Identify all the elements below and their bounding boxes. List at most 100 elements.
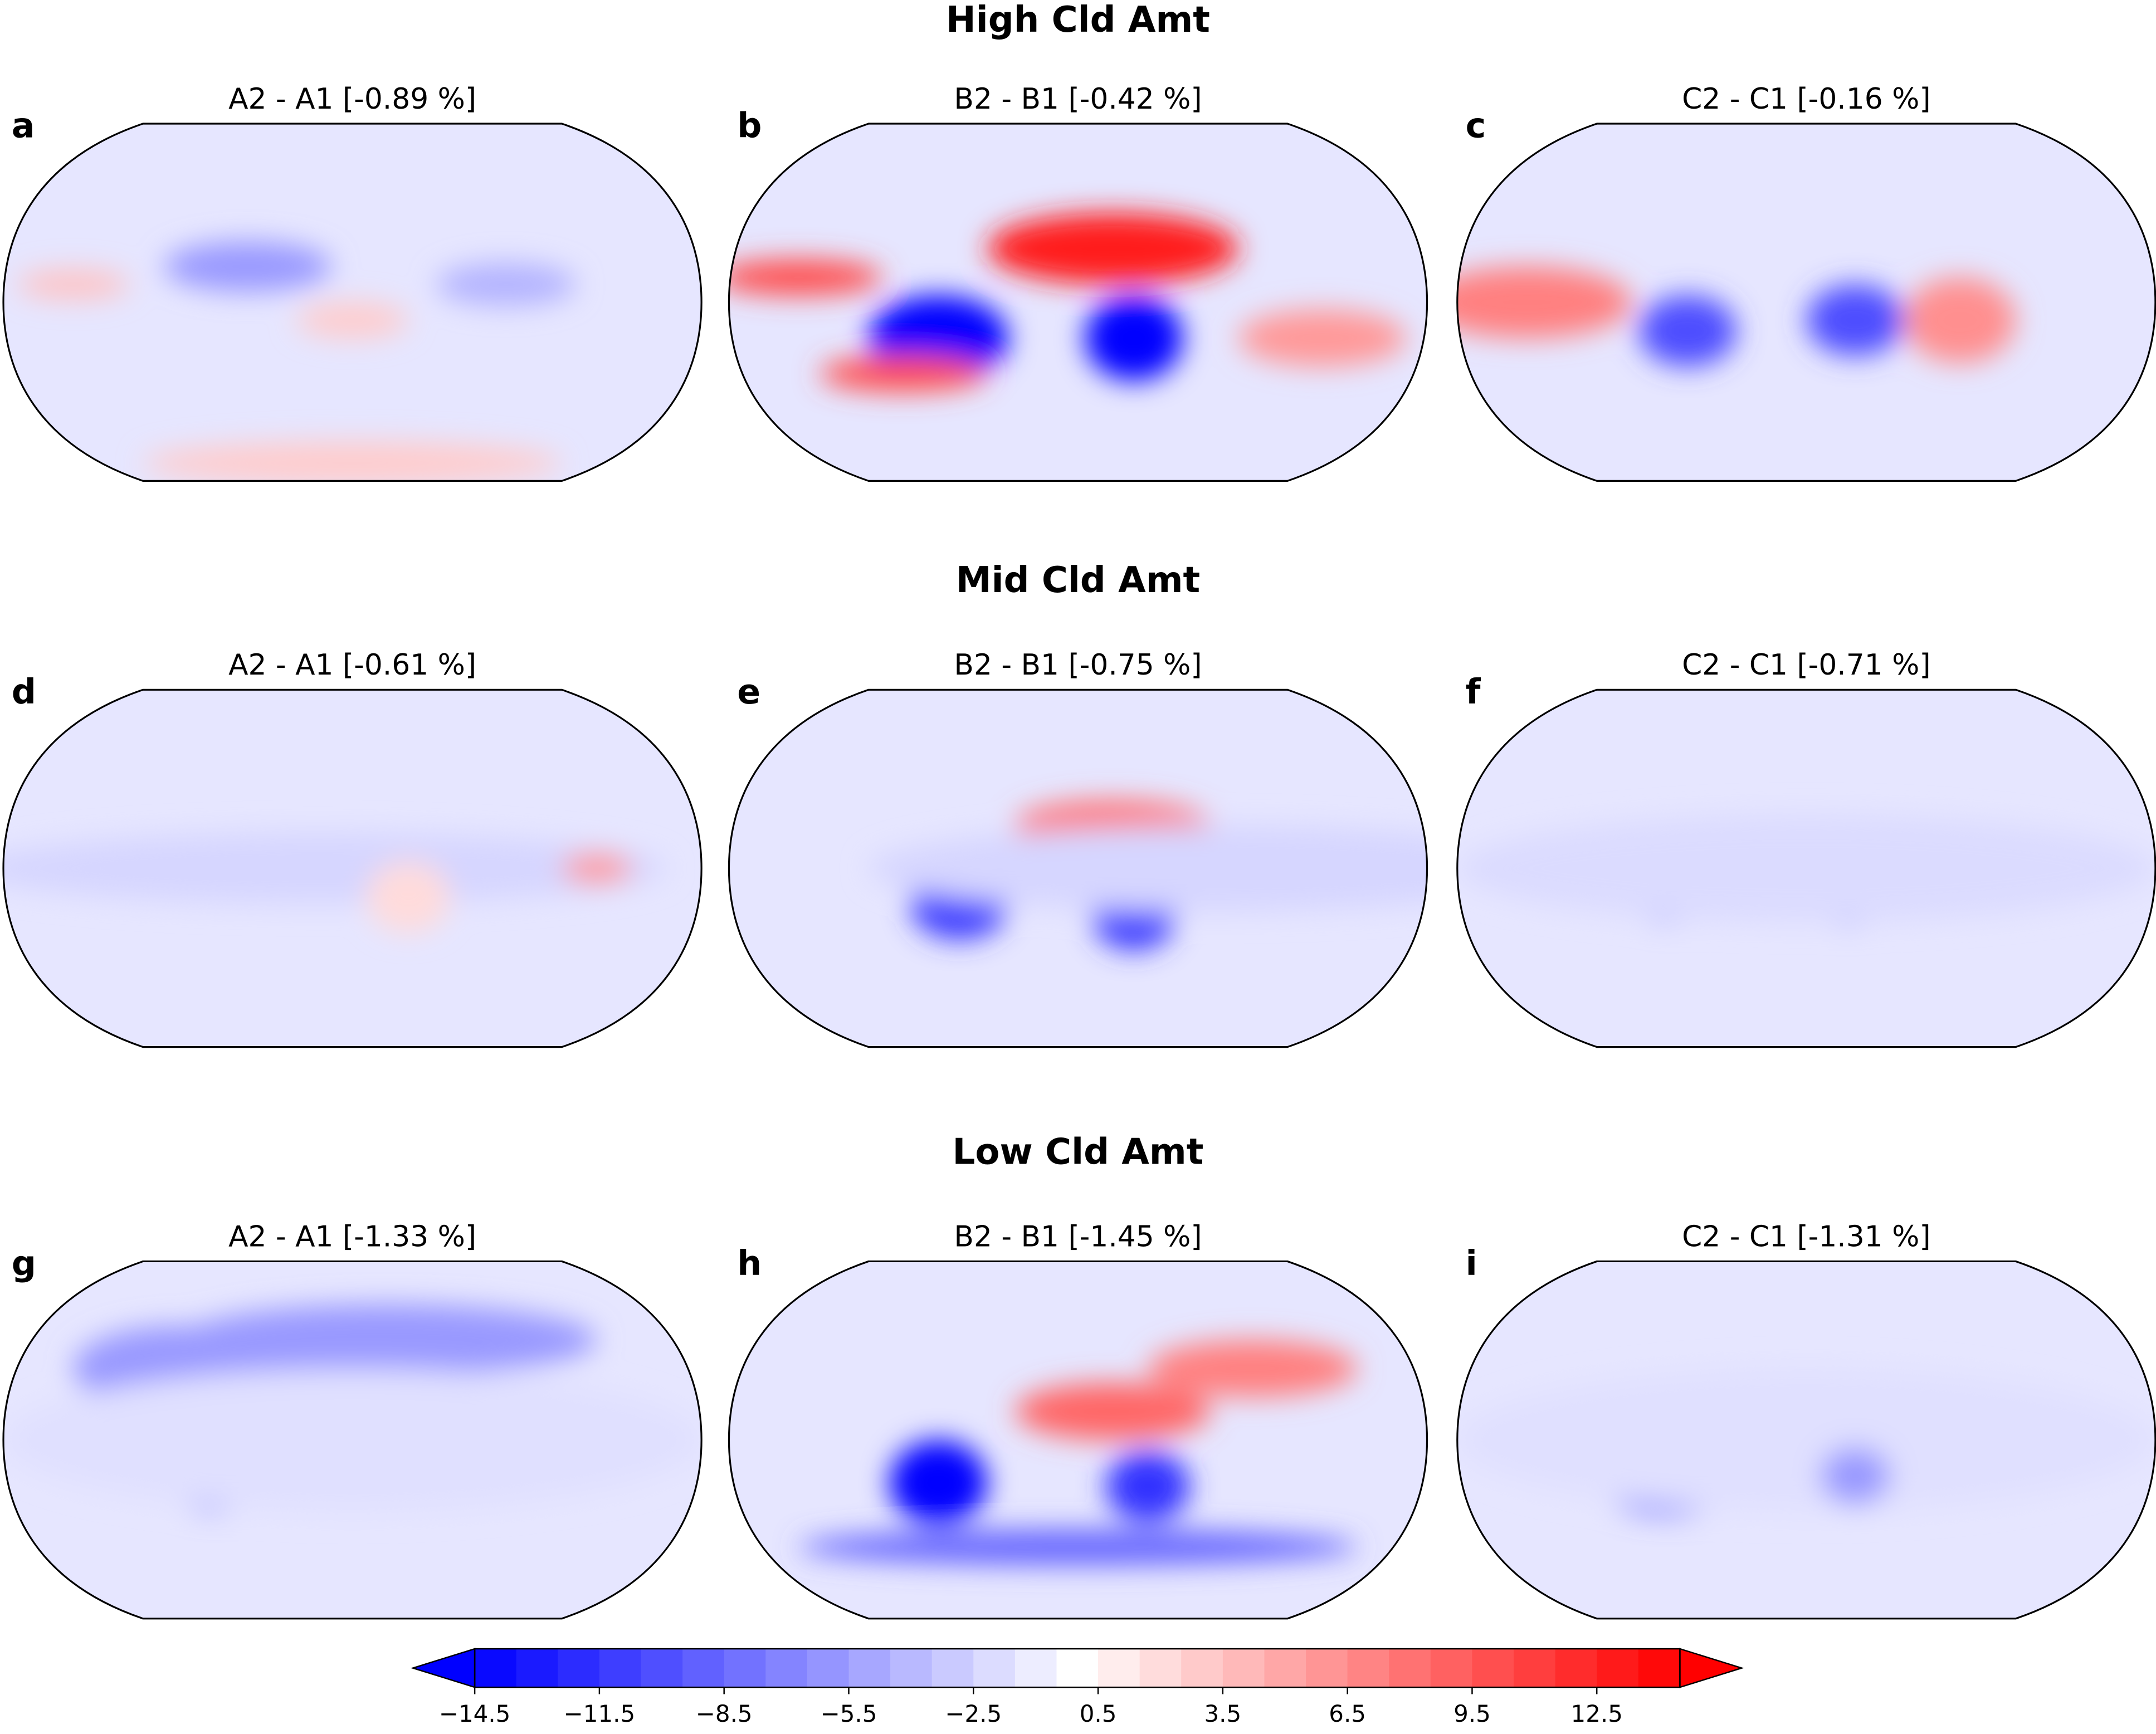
colorbar-frame: [474, 1648, 1681, 1688]
map-field: [729, 124, 1427, 481]
map-anomaly: [1457, 814, 2155, 922]
colorbar-segment: [1430, 1649, 1473, 1688]
colorbar-segment: [1181, 1649, 1224, 1688]
map-outline: [728, 688, 1428, 1048]
panel-title: C2 - C1 [-0.71 %]: [1682, 648, 1930, 682]
colorbar-segment: [516, 1649, 559, 1688]
map-outline: [1456, 688, 2156, 1048]
map-outline: [2, 688, 703, 1048]
colorbar-segment: [1222, 1649, 1265, 1688]
map-anomaly: [562, 854, 632, 883]
map-blobs: [1457, 1368, 2155, 1515]
map-anomaly: [729, 259, 883, 295]
colorbar-segment: [931, 1649, 974, 1688]
map-blobs: [1457, 814, 2155, 926]
colorbar-tick-label: −8.5: [696, 1700, 753, 1727]
panel-title: A2 - A1 [-0.89 %]: [228, 82, 476, 116]
map-anomaly: [1806, 284, 1904, 356]
map-field: [1457, 690, 2155, 1047]
colorbar-segment: [682, 1649, 725, 1688]
map-outline: [2, 1260, 703, 1620]
map-outline: [728, 123, 1428, 482]
map-anomaly: [798, 1529, 1358, 1565]
colorbar-segment: [1056, 1649, 1099, 1688]
map-field: [3, 1261, 702, 1619]
row-title: Low Cld Amt: [953, 1131, 1204, 1173]
map-blobs: [17, 241, 576, 481]
row-title: High Cld Amt: [946, 0, 1210, 41]
colorbar-segment: [1139, 1649, 1182, 1688]
panel-label: b: [737, 106, 762, 146]
panel-label: a: [12, 106, 35, 146]
panel-title: A2 - A1 [-1.33 %]: [228, 1220, 476, 1253]
map-anomaly: [1148, 1340, 1358, 1398]
map-anomaly: [869, 826, 1427, 911]
panel-label: i: [1466, 1243, 1477, 1283]
panel-label: f: [1466, 672, 1481, 712]
colorbar-segment: [641, 1649, 684, 1688]
map-anomaly: [1820, 1447, 1890, 1505]
map-anomaly: [164, 241, 331, 292]
map-anomaly: [17, 270, 129, 299]
colorbar-tick-label: 3.5: [1204, 1700, 1242, 1727]
colorbar-extend-low: [410, 1648, 476, 1688]
map-anomaly: [1904, 277, 2016, 363]
colorbar-segment: [1514, 1649, 1556, 1688]
colorbar-tick-label: −5.5: [821, 1700, 877, 1727]
map-field: [1457, 1261, 2155, 1619]
panel-label: e: [737, 672, 760, 712]
colorbar-tick-label: 12.5: [1571, 1700, 1623, 1727]
colorbar-segment: [724, 1649, 767, 1688]
map-anomaly: [987, 213, 1239, 285]
colorbar-segment: [1597, 1649, 1640, 1688]
panel-title: B2 - B1 [-0.42 %]: [954, 82, 1202, 116]
map-field: [729, 1261, 1427, 1619]
map-anomaly: [296, 302, 408, 338]
colorbar-segment: [1555, 1649, 1598, 1688]
colorbar-segment: [890, 1649, 933, 1688]
colorbar-tick-label: −11.5: [564, 1700, 635, 1727]
map-anomaly: [889, 1440, 988, 1526]
map-blobs: [729, 213, 1406, 392]
colorbar-segment: [1347, 1649, 1390, 1688]
colorbar-segment: [973, 1649, 1016, 1688]
map-anomaly: [3, 832, 667, 905]
colorbar-segment: [765, 1649, 808, 1688]
map-anomaly: [1457, 1368, 2155, 1512]
colorbar-segment: [599, 1649, 642, 1688]
map-blobs: [3, 832, 667, 933]
map-field: [3, 124, 702, 481]
map-anomaly: [1638, 295, 1737, 367]
colorbar-segment: [1306, 1649, 1348, 1688]
colorbar-segment: [1472, 1649, 1515, 1688]
map-anomaly: [178, 1304, 597, 1376]
colorbar-tick-label: 6.5: [1329, 1700, 1366, 1727]
panel-title: B2 - B1 [-1.45 %]: [954, 1220, 1202, 1253]
colorbar-segment: [807, 1649, 850, 1688]
map-blobs: [869, 800, 1427, 951]
panel-title: C2 - C1 [-1.31 %]: [1682, 1220, 1930, 1253]
map-outline: [1456, 1260, 2156, 1620]
panel-label: g: [12, 1243, 36, 1283]
row-title: Mid Cld Amt: [956, 559, 1200, 601]
panel-label: h: [737, 1243, 762, 1283]
map-anomaly: [3, 1368, 702, 1512]
colorbar-segment: [558, 1649, 601, 1688]
colorbar-tick-label: −14.5: [439, 1700, 510, 1727]
map-anomaly: [143, 441, 562, 481]
map-blobs: [798, 1340, 1358, 1565]
colorbar-segment: [848, 1649, 891, 1688]
map-field: [3, 690, 702, 1047]
map-outline: [1456, 123, 2156, 482]
colorbar-tick-label: 0.5: [1080, 1700, 1117, 1727]
map-field: [729, 690, 1427, 1047]
map-blobs: [3, 1304, 702, 1512]
panel-title: C2 - C1 [-0.16 %]: [1682, 82, 1930, 116]
panel-label: d: [12, 672, 36, 712]
map-field: [1457, 124, 2155, 481]
map-background: [729, 124, 1427, 481]
map-anomaly: [820, 355, 988, 392]
map-anomaly: [1457, 266, 1632, 338]
colorbar-tick-label: −2.5: [945, 1700, 1002, 1727]
